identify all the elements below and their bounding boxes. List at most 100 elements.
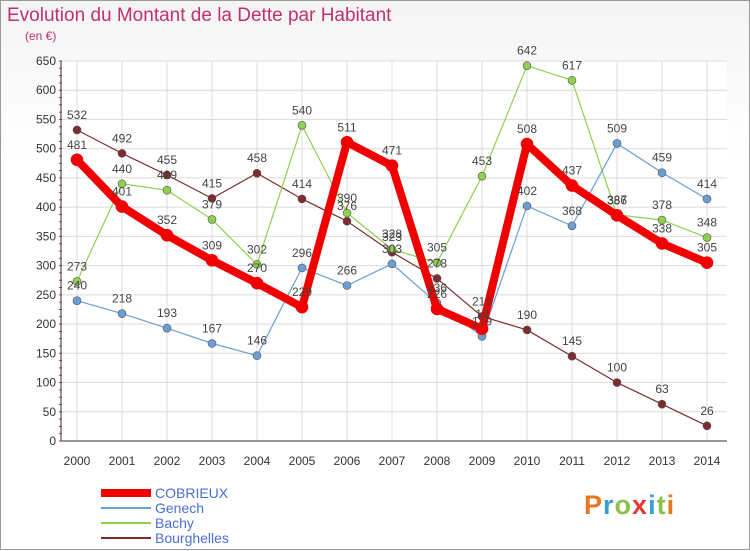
x-tick-label: 2009 [469, 454, 496, 468]
x-tick-label: 2012 [604, 454, 631, 468]
data-label-bourghelles: 323 [382, 230, 402, 244]
data-label-cobrieux: 508 [517, 122, 537, 136]
data-label-genech: 266 [337, 263, 357, 277]
y-tick-label: 300 [36, 259, 56, 273]
data-point-bourghelles [432, 274, 442, 283]
data-point-bachy [477, 171, 487, 181]
data-point-bourghelles [117, 149, 127, 158]
y-tick-label: 150 [36, 346, 56, 360]
data-point-bourghelles [207, 194, 217, 203]
data-label-cobrieux: 471 [382, 144, 402, 158]
data-point-cobrieux [565, 179, 579, 192]
data-point-cobrieux [475, 322, 489, 336]
data-label-genech: 240 [67, 279, 87, 293]
data-point-genech [252, 351, 262, 360]
data-point-cobrieux [115, 200, 129, 213]
data-label-genech: 193 [157, 306, 177, 320]
data-label-bourghelles: 415 [202, 176, 222, 190]
legend-item-bourghelles: Bourghelles [101, 530, 229, 546]
legend-item-genech: Genech [101, 500, 204, 516]
data-label-cobrieux: 229 [292, 285, 312, 299]
data-point-cobrieux [700, 256, 714, 269]
data-label-genech: 414 [697, 177, 717, 191]
data-label-genech: 509 [607, 121, 627, 135]
legend-label: Bourghelles [155, 530, 229, 546]
x-tick-label: 2008 [424, 454, 451, 468]
data-point-genech [207, 339, 217, 348]
data-point-bourghelles [342, 216, 352, 226]
x-tick-label: 2011 [559, 454, 585, 468]
data-point-cobrieux [70, 153, 84, 167]
data-point-bachy [702, 233, 712, 242]
data-label-cobrieux: 437 [562, 164, 582, 178]
data-point-bachy [522, 61, 532, 70]
data-point-cobrieux [160, 228, 174, 242]
data-label-genech: 303 [382, 242, 402, 256]
data-label-cobrieux: 338 [652, 221, 672, 235]
data-label-bachy: 305 [427, 241, 447, 255]
legend-item-bachy: Bachy [101, 515, 194, 531]
data-point-genech [387, 259, 397, 269]
x-tick-label: 2010 [514, 454, 541, 468]
data-label-bourghelles: 190 [517, 308, 537, 322]
y-tick-label: 450 [36, 171, 56, 185]
data-label-genech: 167 [202, 321, 222, 335]
legend-swatch [101, 537, 151, 539]
data-label-cobrieux: 511 [337, 120, 356, 134]
data-label-genech: 368 [562, 204, 582, 218]
data-label-cobrieux: 481 [67, 138, 87, 152]
data-point-bachy [162, 185, 172, 195]
y-tick-label: 500 [36, 142, 56, 156]
data-label-bachy: 387 [607, 193, 627, 207]
data-point-bachy [117, 179, 127, 189]
data-label-bachy: 328 [382, 227, 402, 241]
y-tick-label: 50 [43, 405, 57, 419]
data-point-genech [72, 296, 82, 305]
data-label-genech: 296 [292, 246, 312, 260]
proxiti-logo: Proxiti [584, 490, 676, 520]
data-point-bourghelles [72, 125, 82, 135]
unit-label: (en €) [25, 29, 57, 43]
data-label-genech: 459 [652, 151, 672, 165]
data-label-bourghelles: 26 [700, 404, 714, 418]
data-label-genech: 236 [427, 281, 447, 295]
data-point-bourghelles [567, 351, 577, 361]
x-tick-label: 2013 [649, 454, 676, 468]
y-tick-label: 200 [36, 317, 56, 331]
y-tick-label: 600 [36, 83, 56, 97]
x-tick-label: 2003 [199, 454, 226, 468]
data-point-bachy [567, 75, 577, 85]
legend-swatch [101, 522, 151, 524]
data-point-cobrieux [385, 159, 399, 172]
data-point-cobrieux [205, 254, 219, 267]
data-point-bourghelles [162, 170, 172, 180]
data-label-cobrieux: 352 [157, 213, 177, 227]
data-label-bourghelles: 145 [562, 334, 582, 348]
data-label-bourghelles: 278 [427, 256, 447, 270]
x-tick-label: 2005 [289, 454, 316, 468]
data-point-genech [342, 281, 352, 290]
data-label-cobrieux: 386 [607, 193, 627, 207]
data-label-bachy: 540 [292, 103, 312, 117]
data-point-bachy [72, 277, 82, 286]
x-tick-label: 2004 [244, 454, 271, 468]
y-tick-label: 350 [36, 229, 56, 243]
data-label-bachy: 453 [472, 154, 492, 168]
x-tick-label: 2006 [334, 454, 361, 468]
data-point-cobrieux [610, 209, 624, 222]
data-point-bachy [252, 260, 262, 269]
data-point-bachy [297, 121, 307, 130]
x-tick-label: 2007 [379, 454, 406, 468]
data-label-bachy: 617 [562, 58, 582, 72]
data-point-cobrieux [655, 237, 669, 250]
data-point-genech [702, 194, 712, 204]
data-point-genech [522, 201, 532, 211]
data-point-cobrieux [250, 276, 264, 290]
data-label-genech: 218 [112, 292, 132, 306]
data-label-bachy: 348 [697, 216, 717, 230]
data-label-bourghelles: 100 [607, 361, 627, 375]
legend-label: Genech [155, 500, 205, 516]
data-point-bourghelles [657, 399, 667, 409]
y-tick-label: 650 [36, 54, 56, 68]
